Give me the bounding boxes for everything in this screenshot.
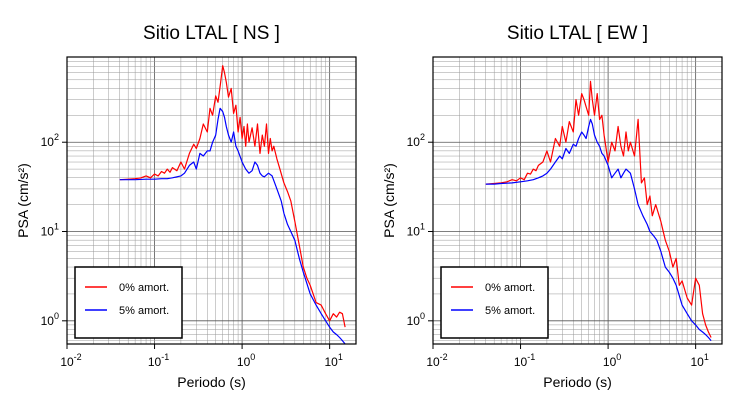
- chart-title: Sitio LTAL [ NS ]: [143, 23, 280, 44]
- x-tick-label: 10-1: [514, 352, 535, 369]
- series-line-red: [119, 65, 346, 328]
- x-tick-label: 100: [237, 352, 255, 369]
- series-line-blue: [485, 118, 712, 341]
- legend-label: 5% amort.: [485, 305, 535, 317]
- x-axis-label: Periodo (s): [177, 374, 245, 390]
- y-axis-label: PSA (cm/s²): [381, 163, 397, 238]
- y-tick-label: 101: [41, 222, 59, 239]
- y-tick-label: 101: [407, 222, 425, 239]
- legend-box: [74, 266, 183, 339]
- x-tick-label: 101: [324, 352, 342, 369]
- x-tick-label: 10-1: [148, 352, 169, 369]
- legend: 0% amort. 5% amort.: [440, 266, 549, 339]
- chart-panel-2: Sitio LTAL [ EW ] 10-2 10-1 100 101 100 101 102…: [381, 23, 723, 390]
- x-tick-label: 100: [603, 352, 621, 369]
- y-axis-label: PSA (cm/s²): [15, 163, 31, 238]
- chart-panel-1: Sitio LTAL [ NS ] 10-2 10-1 100 101 100 101 102…: [15, 23, 357, 390]
- plot-frame: [66, 56, 357, 345]
- y-tick-label: 102: [41, 132, 59, 149]
- legend-box: [440, 266, 549, 339]
- legend-label: 5% amort.: [119, 305, 169, 317]
- series-line-red: [485, 80, 712, 338]
- series-line-blue: [119, 107, 346, 345]
- legend-label: 0% amort.: [119, 282, 169, 294]
- y-tick-label: 102: [407, 132, 425, 149]
- plot-frame: [432, 56, 723, 345]
- y-tick-label: 100: [41, 311, 59, 328]
- x-tick-label: 101: [690, 352, 708, 369]
- x-tick-label: 10-2: [426, 352, 447, 369]
- grid-lines: [66, 56, 357, 344]
- x-tick-label: 10-2: [60, 352, 81, 369]
- x-axis-label: Periodo (s): [543, 374, 611, 390]
- legend: 0% amort. 5% amort.: [74, 266, 183, 339]
- legend-label: 0% amort.: [485, 282, 535, 294]
- chart-title: Sitio LTAL [ EW ]: [507, 23, 648, 44]
- y-tick-label: 100: [407, 311, 425, 328]
